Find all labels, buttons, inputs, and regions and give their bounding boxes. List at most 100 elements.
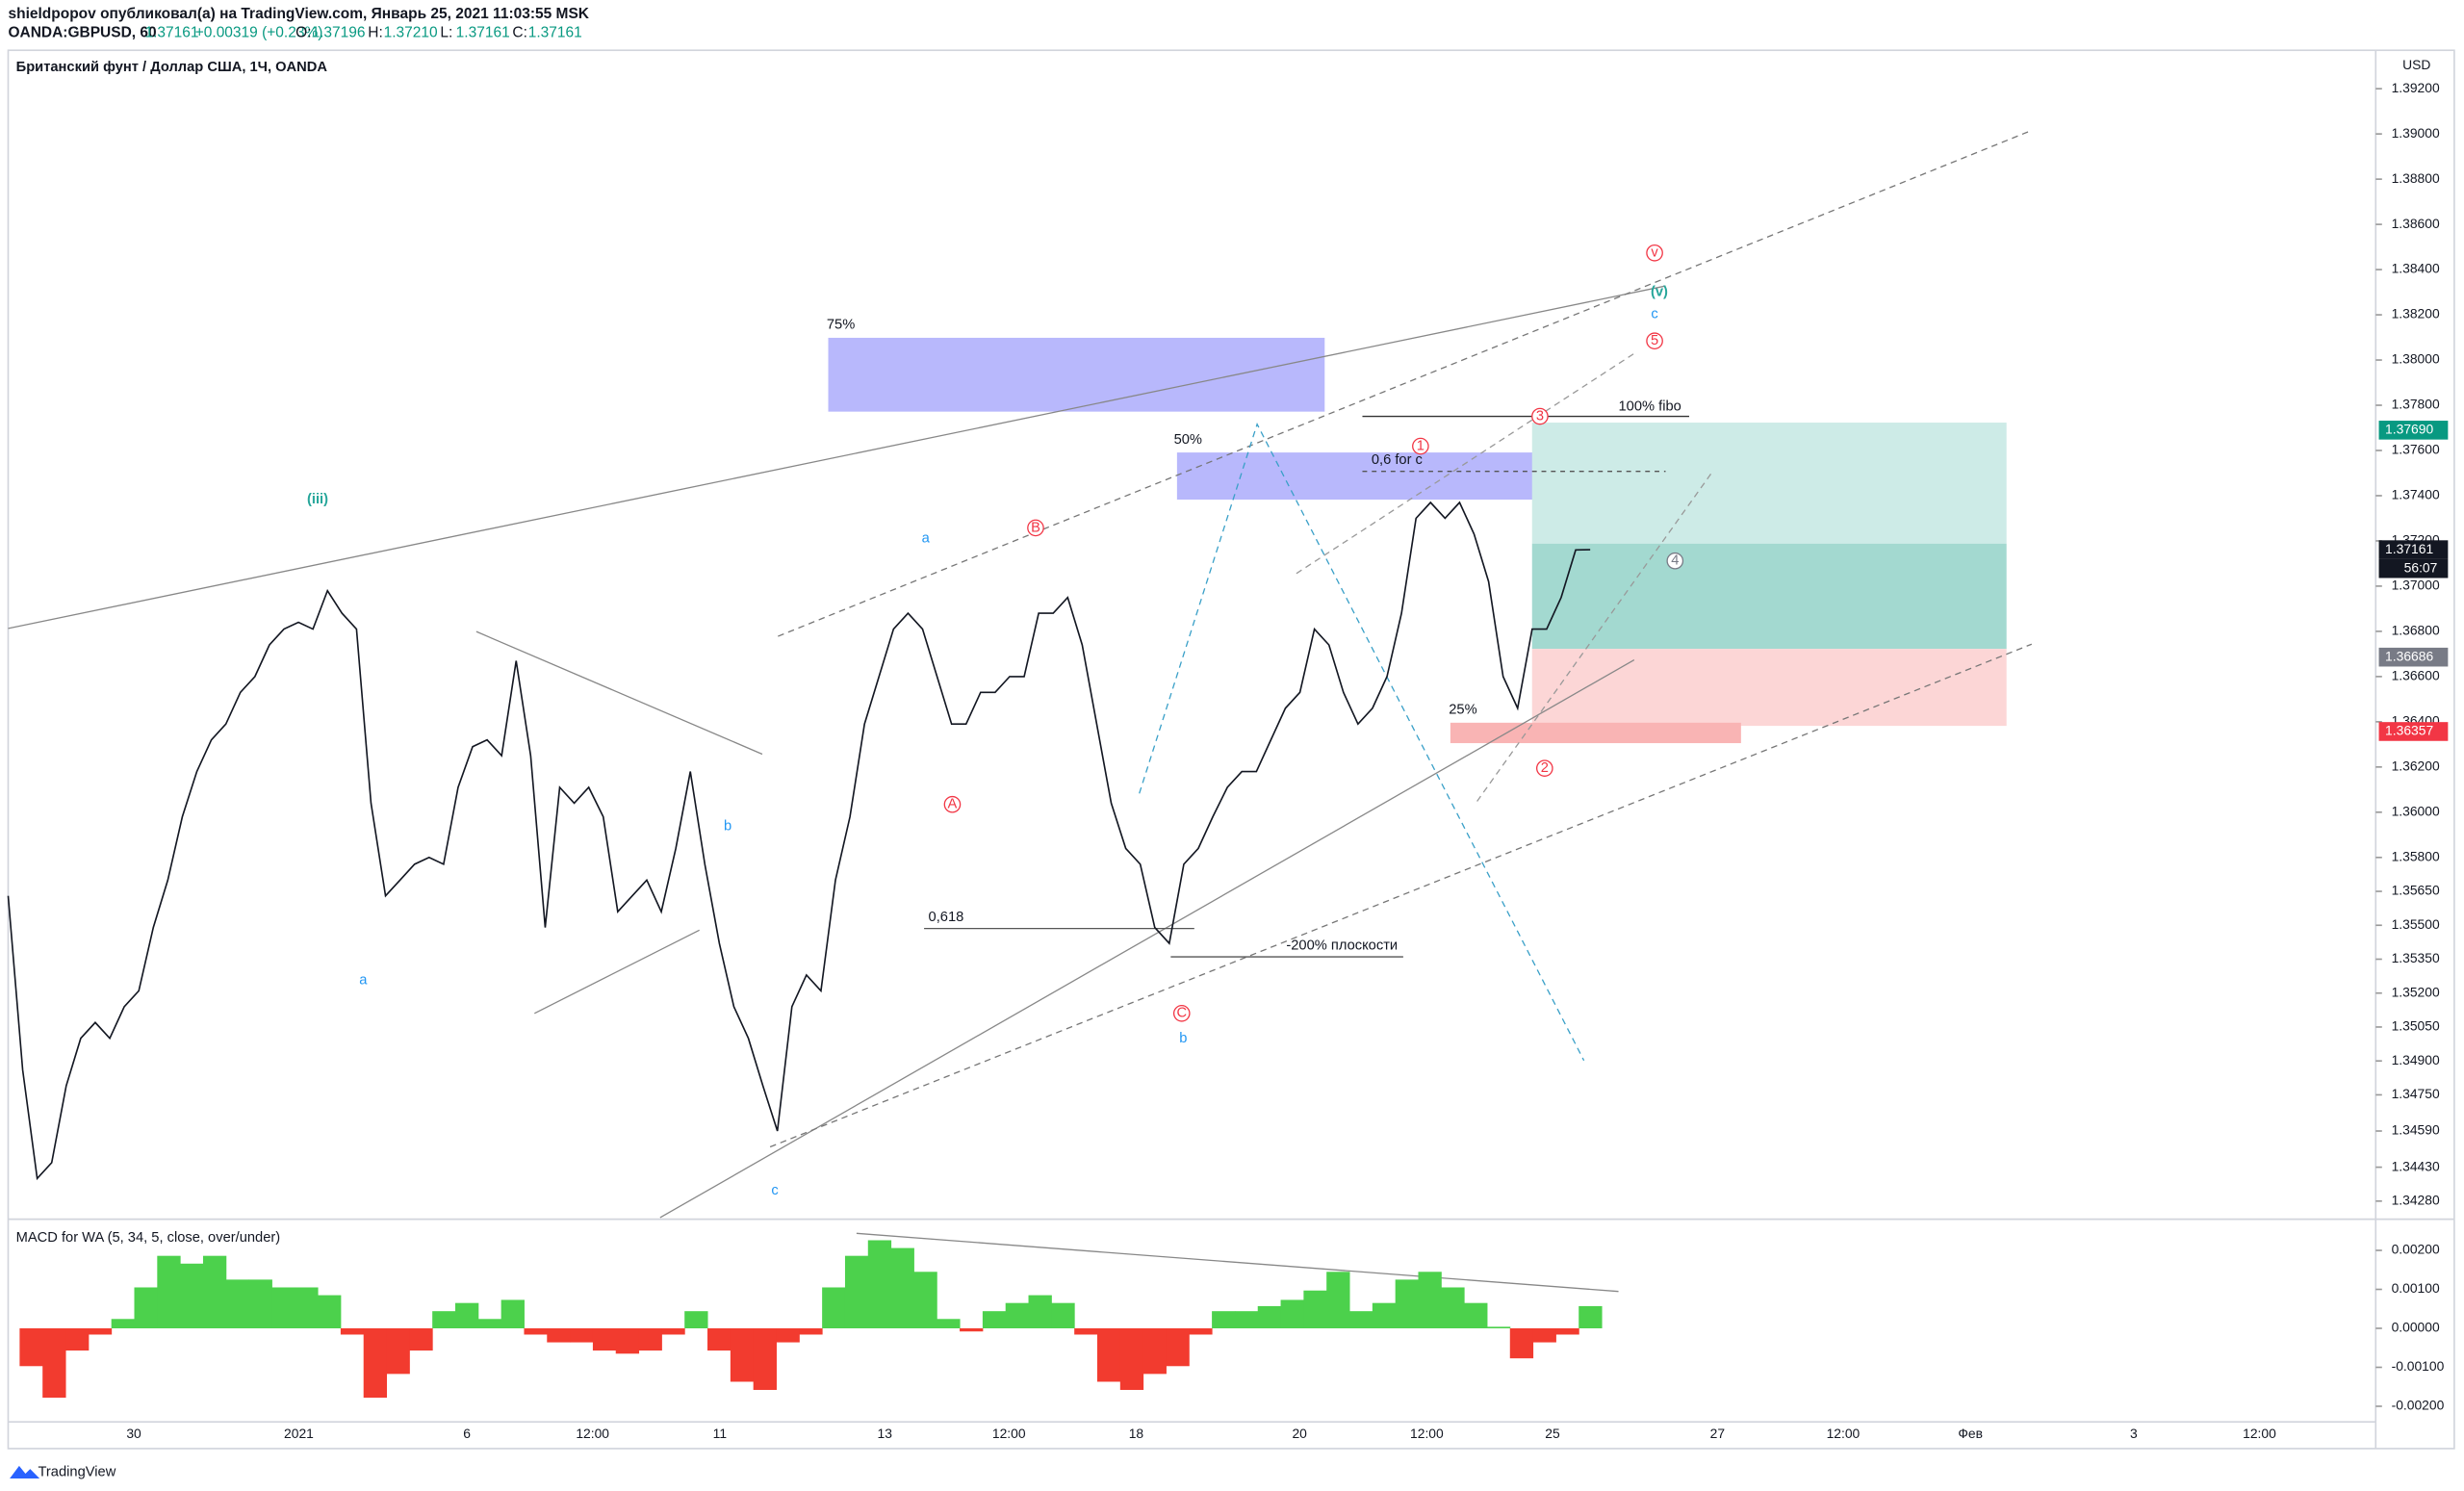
macd-bar <box>1212 1311 1236 1328</box>
y-tick-label: 1.34750 <box>2392 1086 2440 1101</box>
y-tick-label: 1.39200 <box>2392 80 2440 95</box>
y-tick-label: 1.37800 <box>2392 397 2440 412</box>
x-tick-label: 3 <box>2130 1426 2138 1441</box>
y-tick-label: 1.36600 <box>2392 668 2440 683</box>
macd-bar <box>180 1263 204 1328</box>
wave-circle <box>1531 407 1549 425</box>
frame <box>7 49 2455 1450</box>
macd-bar <box>822 1287 846 1328</box>
x-tick-label: 25 <box>1545 1426 1560 1441</box>
macd-bar <box>638 1327 662 1351</box>
x-tick-label: 12:00 <box>1827 1426 1861 1441</box>
logo <box>10 1465 40 1478</box>
annotation: 75% <box>827 318 855 333</box>
macd-bar <box>1464 1302 1488 1328</box>
macd-bar <box>1509 1327 1534 1359</box>
x-tick-label: 12:00 <box>1410 1426 1444 1441</box>
annotation: B <box>1031 520 1040 535</box>
macd-bar <box>225 1279 250 1328</box>
y-tick-label: 1.36800 <box>2392 623 2440 638</box>
macd-bar <box>707 1327 732 1351</box>
wave-circle <box>1412 437 1429 455</box>
ohlc-value: 1.37161 <box>456 24 510 40</box>
wave-circle <box>1027 519 1044 537</box>
macd-bar <box>42 1327 66 1399</box>
macd-bar <box>844 1255 869 1328</box>
macd-bar <box>615 1327 640 1354</box>
footer-text: TradingView <box>38 1464 116 1479</box>
wave-circle <box>1536 759 1553 777</box>
countdown-tag <box>2378 558 2449 578</box>
macd-title: MACD for WA (5, 34, 5, close, over/under… <box>16 1230 281 1246</box>
macd-bar <box>1555 1327 1579 1335</box>
y-tick-label: 1.38800 <box>2392 170 2440 186</box>
trend-line <box>659 658 1635 1219</box>
zone <box>1450 722 1741 744</box>
macd-bar <box>1189 1327 1213 1335</box>
macd-bar <box>1395 1279 1419 1328</box>
macd-bar <box>363 1327 388 1399</box>
macd-bar <box>592 1327 617 1351</box>
trend-line <box>856 1232 1619 1293</box>
macd-bar <box>19 1327 43 1367</box>
y-tick-label: 0.00200 <box>2392 1242 2440 1257</box>
macd-bar <box>1578 1305 1603 1328</box>
macd-bar <box>960 1327 984 1332</box>
zone <box>828 337 1325 412</box>
x-tick-label: Фев <box>1958 1426 1983 1441</box>
x-tick-label: 20 <box>1292 1426 1307 1441</box>
price-tag-label: 1.37690 <box>2385 422 2433 437</box>
ohlc-key: O: <box>295 24 311 40</box>
y-tick-label: -0.00100 <box>2392 1358 2445 1374</box>
y-tick-label: 1.35050 <box>2392 1018 2440 1034</box>
macd-bar <box>776 1327 800 1343</box>
annotation: a <box>922 531 931 547</box>
macd-bar <box>1051 1302 1075 1328</box>
macd-bar <box>867 1240 892 1328</box>
wave-circle <box>1666 552 1684 570</box>
target-zone <box>1531 423 2007 544</box>
y-tick-label: 1.34430 <box>2392 1158 2440 1173</box>
trend-line <box>1296 352 1635 575</box>
macd-bar <box>157 1255 181 1328</box>
y-tick-label: 1.35200 <box>2392 984 2440 999</box>
macd-bar <box>1441 1287 1465 1328</box>
annotation: 25% <box>1449 703 1476 718</box>
x-tick-label: 2021 <box>284 1426 314 1441</box>
macd-bar <box>1486 1326 1511 1328</box>
macd-bar <box>318 1295 342 1328</box>
drawings <box>8 129 2033 1293</box>
ohlc-key: L: <box>440 24 452 40</box>
annotation: (iii) <box>307 492 328 507</box>
macd-bar <box>1142 1327 1167 1375</box>
y-tick-label: 1.35350 <box>2392 950 2440 965</box>
trend-line <box>778 129 2033 637</box>
macd-bar <box>547 1327 571 1343</box>
macd-bar <box>111 1319 135 1328</box>
annotation: C <box>1176 1006 1187 1021</box>
ohlc-value: 1.37161 <box>528 24 582 40</box>
chart-title: Британский фунт / Доллар США, 1Ч, OANDA <box>16 60 328 75</box>
y-tick-label: 1.35800 <box>2392 848 2440 863</box>
macd-bar <box>432 1311 456 1328</box>
y-tick-label: 1.35650 <box>2392 883 2440 898</box>
trend-line <box>475 630 763 756</box>
annotation: 3 <box>1536 408 1544 424</box>
y-tick-label: 1.36200 <box>2392 758 2440 773</box>
annotation: 1 <box>1417 438 1424 453</box>
macd-bar <box>1372 1302 1397 1328</box>
macd-bar <box>730 1327 755 1382</box>
x-tick-label: 12:00 <box>992 1426 1026 1441</box>
annotation: 4 <box>1671 553 1679 569</box>
macd-bar <box>1280 1299 1304 1328</box>
macd-bar <box>570 1327 594 1343</box>
author-line: shieldpopov опубликовал(а) на TradingVie… <box>8 6 589 22</box>
annotation: a <box>359 972 368 988</box>
price-tag-label: 1.36686 <box>2385 648 2433 663</box>
annotation: -200% плоскости <box>1286 938 1398 953</box>
y-tick-label: 1.34900 <box>2392 1052 2440 1067</box>
ohlc-key: H: <box>368 24 383 40</box>
macd-bar <box>1096 1327 1121 1382</box>
y-tick-label: 1.36000 <box>2392 803 2440 818</box>
macd-bar <box>684 1311 708 1328</box>
